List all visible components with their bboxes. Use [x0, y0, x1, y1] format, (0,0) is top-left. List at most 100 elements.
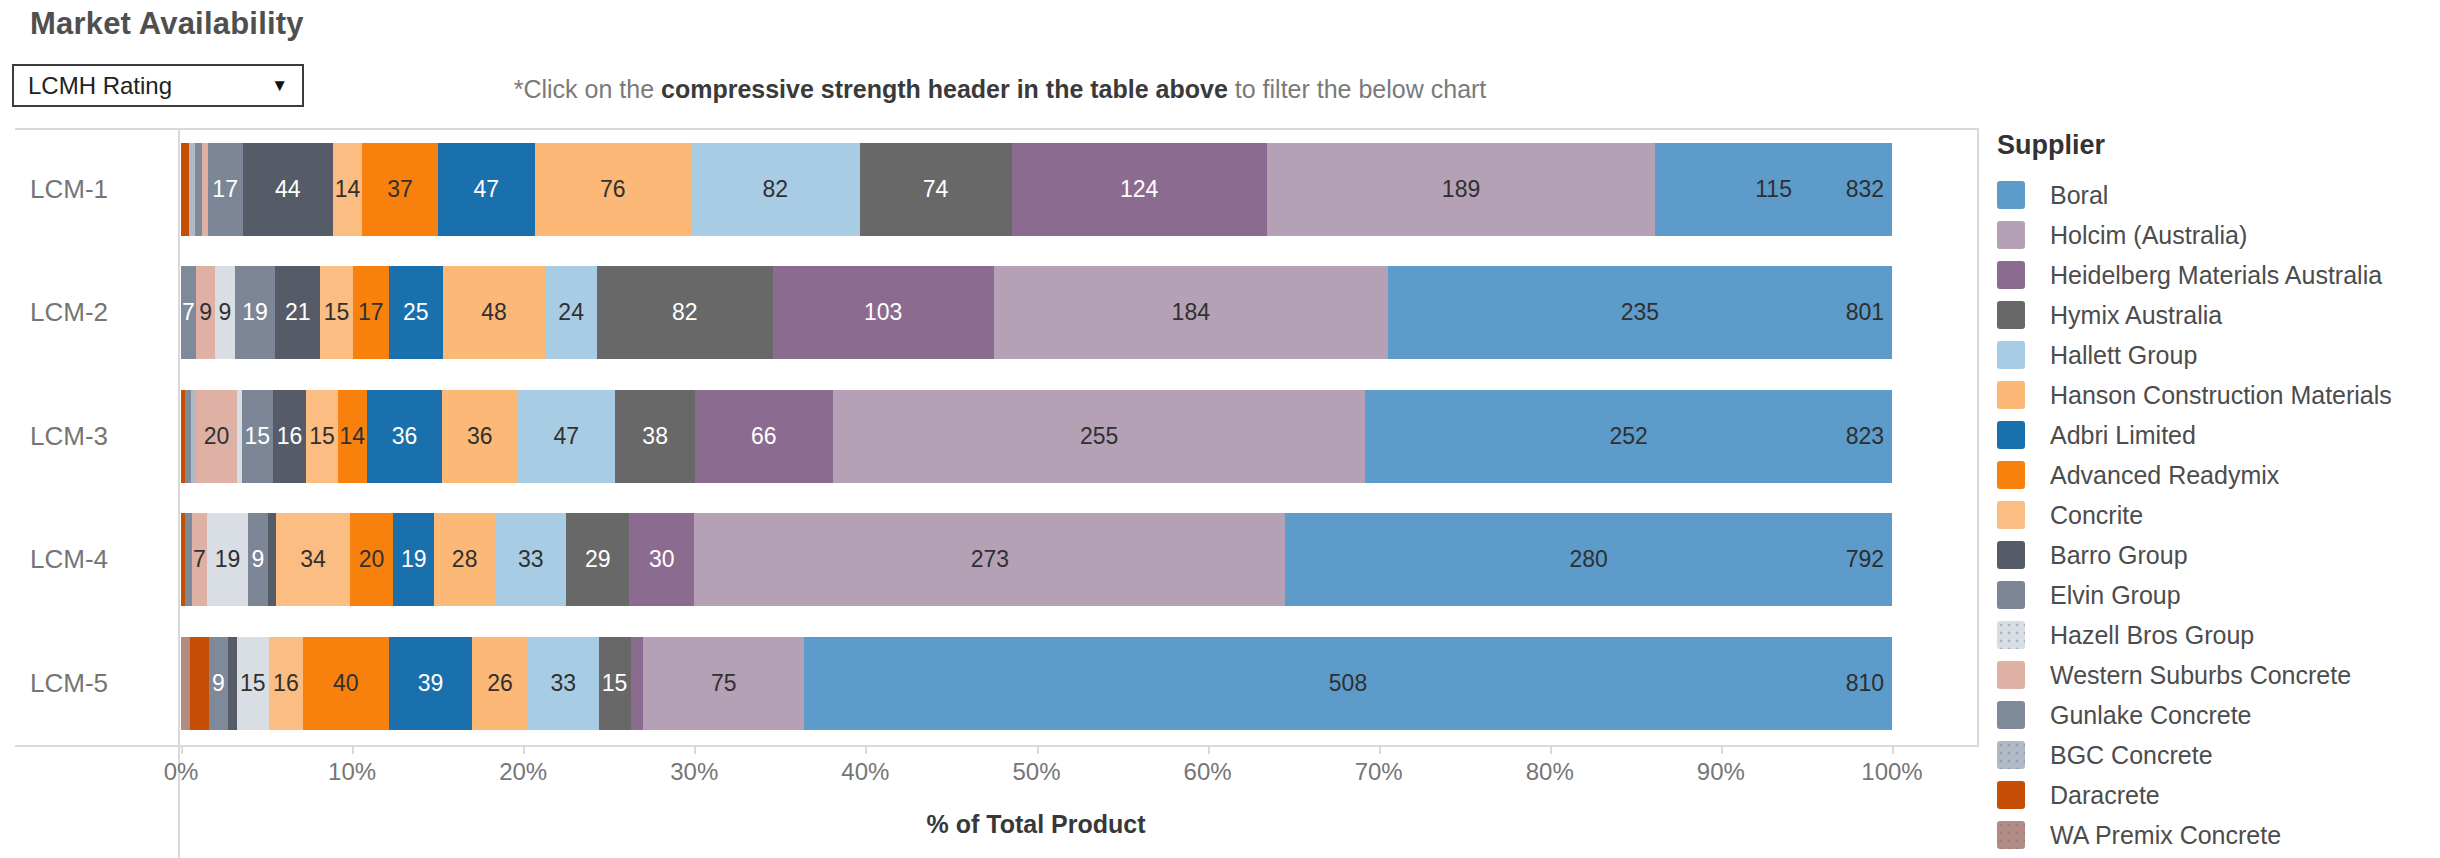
bar-segment[interactable]: 15 — [306, 390, 337, 483]
bar-segment[interactable]: 28 — [434, 513, 495, 606]
bar-segment[interactable] — [631, 637, 644, 730]
bar-segment[interactable]: 66 — [695, 390, 833, 483]
bar-segment[interactable]: 273 — [694, 513, 1285, 606]
bar-segment[interactable] — [181, 143, 189, 236]
legend-item[interactable]: Hallett Group — [1997, 335, 2427, 375]
legend-item[interactable]: Hanson Construction Materials — [1997, 375, 2427, 415]
bar-segment[interactable]: 9 — [215, 266, 234, 359]
bar-segment[interactable]: 44 — [243, 143, 333, 236]
bar-segment[interactable]: 33 — [495, 513, 566, 606]
bar-segment[interactable]: 7 — [192, 513, 207, 606]
legend-title: Supplier — [1997, 130, 2427, 161]
bar-segment[interactable]: 255 — [833, 390, 1366, 483]
bar-segment[interactable]: 15 — [320, 266, 352, 359]
bar-segment[interactable]: 19 — [207, 513, 248, 606]
legend-item[interactable]: Concrite — [1997, 495, 2427, 535]
filter-hint-suffix: to filter the below chart — [1228, 75, 1486, 103]
bar-segment[interactable]: 36 — [367, 390, 442, 483]
bar-segment[interactable]: 74 — [860, 143, 1012, 236]
bar-segment[interactable] — [228, 637, 237, 730]
bar-segment[interactable]: 184 — [994, 266, 1389, 359]
bar-segment[interactable]: 25 — [389, 266, 443, 359]
legend-item[interactable]: Barro Group — [1997, 535, 2427, 575]
bar-segment[interactable]: 16 — [273, 390, 306, 483]
bar-segment[interactable]: 9 — [248, 513, 267, 606]
bar-segment[interactable]: 9 — [196, 266, 215, 359]
bar-segment[interactable]: 103 — [773, 266, 994, 359]
row-label-lcm-4: LCM-4 — [30, 513, 170, 606]
bar-segment[interactable]: 14 — [333, 143, 362, 236]
bar-segment[interactable]: 19 — [235, 266, 276, 359]
bar-segment[interactable]: 82 — [597, 266, 773, 359]
bar-segment[interactable]: 17 — [353, 266, 389, 359]
legend-item[interactable]: Hymix Australia — [1997, 295, 2427, 335]
segment-value-label: 33 — [518, 546, 544, 573]
legend-swatch — [1997, 821, 2025, 849]
segment-value-label: 508 — [1329, 670, 1367, 697]
bar-segment[interactable]: 9 — [209, 637, 228, 730]
legend-item[interactable]: Western Suburbs Concrete — [1997, 655, 2427, 695]
bar-segment[interactable]: 48 — [443, 266, 546, 359]
bar-segment[interactable] — [190, 637, 209, 730]
bar-segment[interactable]: 20 — [196, 390, 238, 483]
legend-item[interactable]: Holcim (Australia) — [1997, 215, 2427, 255]
segment-value-label: 17 — [358, 299, 384, 326]
bar-segment[interactable] — [181, 637, 190, 730]
bar-segment[interactable]: 189 — [1267, 143, 1656, 236]
bar-segment[interactable]: 37 — [362, 143, 438, 236]
bar-segment[interactable]: 39 — [389, 637, 473, 730]
bar-segment[interactable]: 15 — [599, 637, 631, 730]
bar-segment[interactable]: 26 — [472, 637, 528, 730]
bar-segment[interactable]: 19 — [393, 513, 434, 606]
segment-value-label: 20 — [204, 423, 230, 450]
axis-tick-label: 20% — [463, 758, 583, 786]
bar-segment[interactable]: 29 — [566, 513, 629, 606]
legend-item[interactable]: Hazell Bros Group — [1997, 615, 2427, 655]
legend-label: Concrite — [2050, 501, 2143, 530]
bar-segment[interactable]: 34 — [276, 513, 350, 606]
bar-segment[interactable]: 20 — [350, 513, 393, 606]
legend-item[interactable]: Adbri Limited — [1997, 415, 2427, 455]
bar-segment[interactable]: 17 — [208, 143, 243, 236]
bar-segment[interactable]: 14 — [338, 390, 367, 483]
bar-segment[interactable]: 47 — [438, 143, 535, 236]
bar-segment[interactable]: 82 — [691, 143, 860, 236]
bar-segment[interactable]: 30 — [629, 513, 694, 606]
bar-segment[interactable]: 7 — [181, 266, 196, 359]
bar-segment[interactable]: 47 — [517, 390, 615, 483]
segment-value-label: 189 — [1442, 176, 1480, 203]
bar-segment[interactable]: 21 — [275, 266, 320, 359]
bar-segment[interactable]: 40 — [303, 637, 389, 730]
bar-segment[interactable]: 508 — [804, 637, 1892, 730]
legend-item[interactable]: Heidelberg Materials Australia — [1997, 255, 2427, 295]
legend-item[interactable]: WA Premix Concrete — [1997, 815, 2427, 855]
bar-segment[interactable]: 24 — [545, 266, 596, 359]
segment-value-label: 76 — [600, 176, 626, 203]
bar-segment[interactable]: 36 — [442, 390, 517, 483]
bar-segment[interactable]: 16 — [269, 637, 303, 730]
legend-item[interactable]: Advanced Readymix — [1997, 455, 2427, 495]
segment-value-label: 30 — [649, 546, 675, 573]
legend-item[interactable]: Daracrete — [1997, 775, 2427, 815]
legend-item[interactable]: BGC Concrete — [1997, 735, 2427, 775]
bar-segment[interactable]: 38 — [615, 390, 694, 483]
axis-tick — [1721, 747, 1723, 754]
bar-segment[interactable]: 124 — [1012, 143, 1267, 236]
bar-segment[interactable]: 280 — [1285, 513, 1891, 606]
bar-segment[interactable]: 75 — [643, 637, 804, 730]
bar-segment[interactable]: 15 — [242, 390, 273, 483]
bar-segment[interactable]: 33 — [528, 637, 599, 730]
legend-swatch — [1997, 221, 2025, 249]
bar-segment[interactable]: 76 — [535, 143, 691, 236]
legend-swatch — [1997, 621, 2025, 649]
rating-dropdown[interactable]: LCMH Rating ▼ — [12, 64, 304, 107]
legend-item[interactable]: Boral — [1997, 175, 2427, 215]
bar-segment[interactable]: 252 — [1365, 390, 1891, 483]
legend-item[interactable]: Gunlake Concrete — [1997, 695, 2427, 735]
bar-segment[interactable]: 15 — [237, 637, 269, 730]
bar-segment[interactable] — [268, 513, 277, 606]
axis-tick-label: 60% — [1148, 758, 1268, 786]
legend-item[interactable]: Elvin Group — [1997, 575, 2427, 615]
bar-segment[interactable]: 235 — [1388, 266, 1892, 359]
legend-swatch — [1997, 181, 2025, 209]
